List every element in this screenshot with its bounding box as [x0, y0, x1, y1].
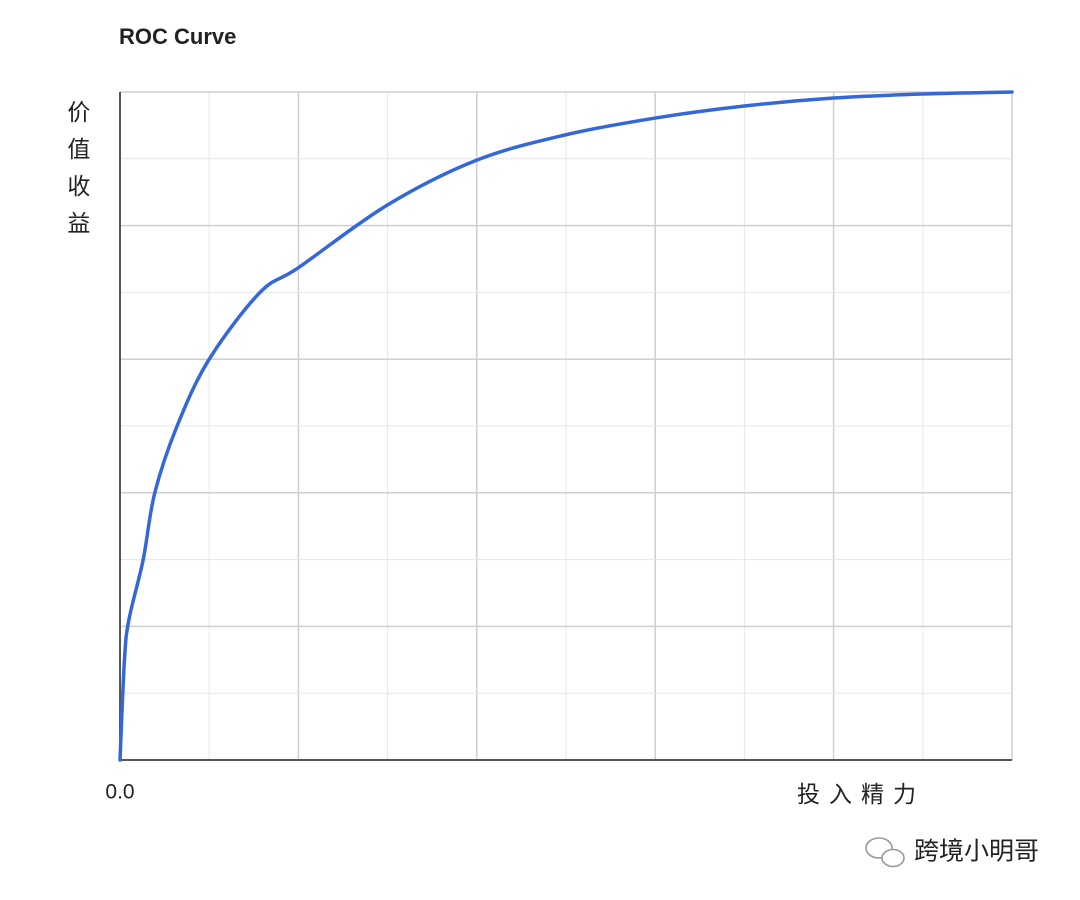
- x-tick-label: 0.0: [105, 781, 134, 804]
- x-axis-label: 投入精力: [797, 781, 925, 807]
- line-series: [118, 90, 1014, 762]
- watermark-icon: [865, 837, 905, 868]
- watermark: 跨境小明哥: [914, 838, 1039, 866]
- chart-title: ROC Curve: [119, 24, 236, 49]
- y-axis-label: 价值收益: [64, 100, 91, 248]
